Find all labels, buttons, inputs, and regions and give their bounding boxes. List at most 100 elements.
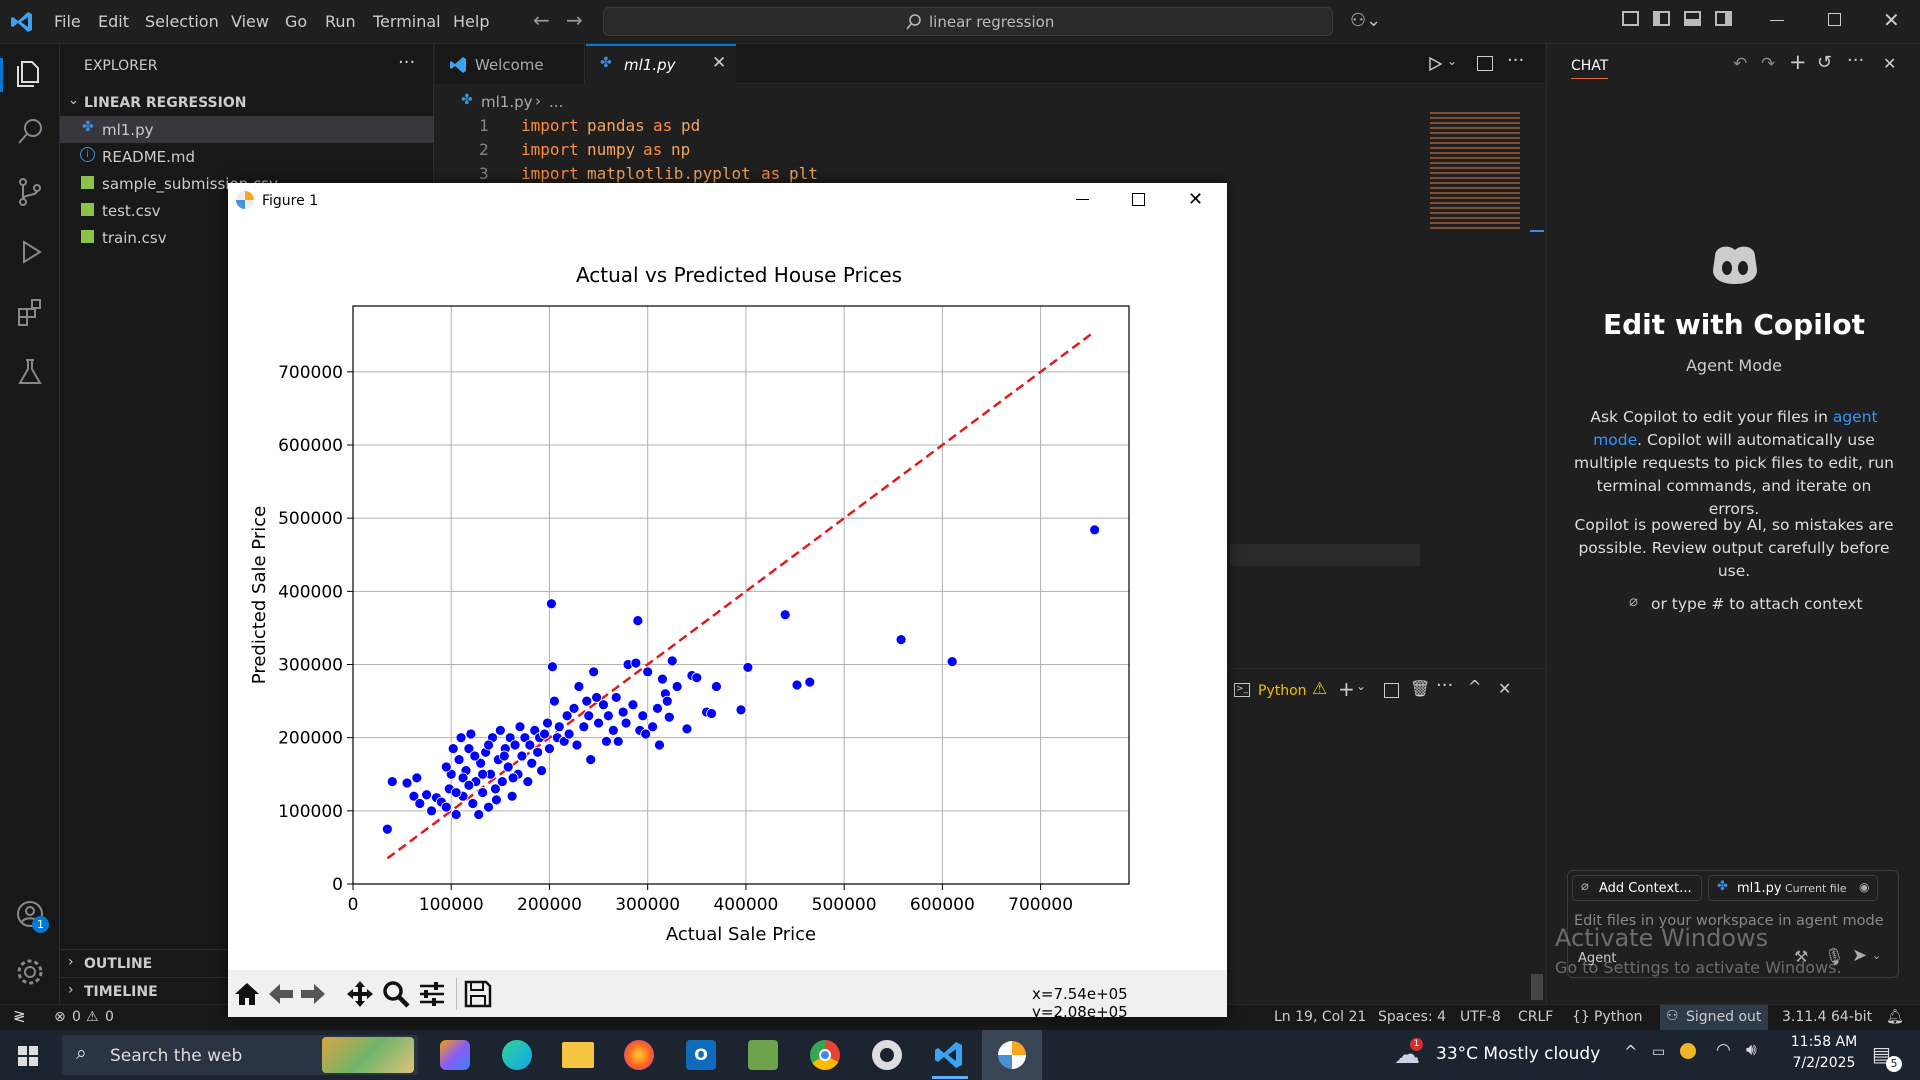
agent-mode-picker[interactable]: Agent — [1578, 951, 1617, 966]
error-count[interactable]: 0 — [72, 1009, 81, 1025]
extensions-icon[interactable] — [14, 296, 46, 328]
pan-icon[interactable] — [346, 980, 374, 1008]
file-item-readme[interactable]: i README.md — [60, 143, 434, 170]
chevron-up-icon[interactable]: ^ — [1468, 677, 1482, 696]
battery-icon[interactable]: ▭ — [1652, 1044, 1666, 1060]
chat-input-placeholder[interactable]: Edit files in your workspace in agent mo… — [1574, 913, 1884, 929]
zoom-icon[interactable] — [382, 980, 410, 1008]
clock-time[interactable]: 11:58 AM — [1790, 1034, 1858, 1050]
add-context-button[interactable]: ⌀ Add Context... — [1572, 875, 1702, 901]
file-item-test[interactable]: test.csv — [60, 197, 434, 224]
weather-text[interactable]: 33°C Mostly cloudy — [1436, 1044, 1601, 1064]
github-icon[interactable] — [872, 1040, 902, 1070]
figure-close-icon[interactable]: ✕ — [1188, 189, 1204, 210]
figure-maximize-icon[interactable] — [1132, 193, 1145, 206]
close-chat-icon[interactable]: ✕ — [1883, 54, 1897, 73]
save-figure-icon[interactable] — [464, 980, 492, 1008]
back-arrow-icon[interactable]: ← — [533, 8, 550, 32]
menu-help[interactable]: Help — [453, 12, 490, 31]
close-tab-icon[interactable]: ✕ — [712, 53, 727, 73]
send-icon[interactable]: ➤ — [1852, 945, 1868, 966]
spreadsheet-app-icon[interactable] — [748, 1040, 778, 1070]
matplotlib-taskbar-item[interactable] — [982, 1030, 1042, 1080]
chat-header[interactable]: CHAT — [1571, 58, 1609, 79]
tray-chevron-icon[interactable]: ^ — [1624, 1042, 1638, 1061]
edge-browser-icon[interactable] — [502, 1040, 532, 1070]
file-item-train[interactable]: train.csv — [60, 224, 434, 251]
scrollbar-thumb[interactable] — [1531, 974, 1543, 1000]
layout-customize-icon[interactable] — [1622, 11, 1639, 26]
windows-start-icon[interactable] — [18, 1046, 38, 1066]
more-actions-icon[interactable]: ··· — [1507, 50, 1525, 71]
toggle-sidebar-icon[interactable] — [1653, 11, 1670, 26]
home-icon[interactable] — [234, 982, 260, 1006]
account-status[interactable]: ⚇ Signed out — [1660, 1005, 1768, 1030]
figure-minimize-icon[interactable] — [1076, 199, 1089, 200]
chrome-icon[interactable] — [810, 1040, 840, 1070]
menu-file[interactable]: File — [54, 12, 81, 31]
terminal-tab-label[interactable]: Python — [1258, 683, 1307, 699]
new-terminal-icon[interactable]: + — [1338, 677, 1355, 701]
explorer-icon[interactable] — [14, 58, 46, 90]
breadcrumb-file[interactable]: ml1.py — [481, 93, 533, 111]
source-control-icon[interactable] — [14, 176, 46, 208]
cursor-position[interactable]: Ln 19, Col 21 — [1274, 1009, 1367, 1025]
end-of-line[interactable]: CRLF — [1518, 1009, 1554, 1025]
file-item-ml1[interactable]: ✤ ml1.py — [60, 116, 434, 143]
scatter-chart[interactable]: Actual vs Predicted House Prices 0 100000… — [228, 218, 1227, 970]
more-actions-icon[interactable]: ··· — [398, 52, 416, 73]
tools-icon[interactable]: ⚒ — [1794, 947, 1809, 966]
toggle-secondary-sidebar-icon[interactable] — [1715, 11, 1732, 26]
new-chat-icon[interactable]: + — [1789, 50, 1807, 74]
more-actions-icon[interactable]: ··· — [1847, 50, 1865, 71]
breadcrumb-rest[interactable]: ... — [549, 93, 564, 111]
restore-icon[interactable] — [1828, 13, 1841, 26]
menu-run[interactable]: Run — [325, 12, 356, 31]
trash-icon[interactable]: 🗑 — [1410, 679, 1431, 698]
menu-go[interactable]: Go — [285, 12, 308, 31]
taskbar-search-box[interactable]: ⌕ Search the web — [62, 1035, 418, 1075]
configure-subplots-icon[interactable] — [418, 980, 446, 1008]
run-file-icon[interactable] — [1428, 57, 1442, 71]
search-view-icon[interactable] — [14, 116, 46, 148]
menu-terminal[interactable]: Terminal — [373, 12, 441, 31]
split-editor-icon[interactable] — [1477, 56, 1493, 71]
volume-icon[interactable]: 🔊︎ — [1746, 1040, 1757, 1060]
undo-icon[interactable]: ↶ — [1733, 54, 1748, 74]
testing-icon[interactable] — [14, 356, 46, 388]
menu-edit[interactable]: Edit — [98, 12, 129, 31]
toggle-panel-icon[interactable] — [1684, 11, 1701, 26]
tab-welcome[interactable]: Welcome — [435, 44, 585, 84]
back-arrow-icon[interactable] — [268, 982, 294, 1006]
clock-date[interactable]: 7/2/2025 — [1792, 1055, 1856, 1071]
run-dropdown-icon[interactable]: ⌄ — [1447, 54, 1458, 68]
copilot-app-icon[interactable] — [440, 1040, 470, 1070]
remote-indicator[interactable]: ≷ — [0, 1005, 42, 1030]
close-panel-icon[interactable]: ✕ — [1498, 679, 1512, 698]
copilot-icon[interactable]: ⚇⌄ — [1350, 10, 1382, 31]
eye-icon[interactable]: ◉ — [1859, 880, 1870, 894]
indentation[interactable]: Spaces: 4 — [1378, 1009, 1447, 1025]
tray-app-icon[interactable] — [1680, 1043, 1696, 1059]
split-terminal-icon[interactable] — [1384, 683, 1399, 698]
error-icon[interactable]: ⊗ — [54, 1009, 66, 1025]
menu-selection[interactable]: Selection — [145, 12, 219, 31]
encoding[interactable]: UTF-8 — [1460, 1009, 1501, 1025]
forward-arrow-icon[interactable] — [300, 982, 326, 1006]
current-file-chip[interactable]: ✤ ml1.py Current file ◉ — [1708, 875, 1878, 901]
chevron-down-icon[interactable]: ⌄ — [1356, 679, 1367, 693]
close-window-icon[interactable]: ✕ — [1883, 8, 1900, 32]
vscode-taskbar-icon[interactable] — [934, 1040, 964, 1070]
run-debug-icon[interactable] — [14, 236, 46, 268]
minimap[interactable] — [1430, 112, 1520, 232]
wifi-icon[interactable]: ◠ — [1716, 1040, 1731, 1060]
command-center-search[interactable]: linear regression — [603, 7, 1333, 36]
language-mode[interactable]: Python — [1594, 1009, 1643, 1025]
firefox-icon[interactable] — [624, 1040, 654, 1070]
agent-mode-link[interactable]: agent mode — [1593, 408, 1878, 449]
forward-arrow-icon[interactable]: → — [566, 8, 583, 32]
tab-ml1[interactable]: ✤ ml1.py ✕ — [586, 44, 736, 85]
redo-icon[interactable]: ↷ — [1761, 54, 1776, 74]
settings-gear-icon[interactable] — [14, 956, 46, 988]
warning-count[interactable]: 0 — [105, 1009, 114, 1025]
